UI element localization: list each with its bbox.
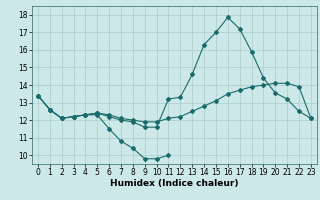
X-axis label: Humidex (Indice chaleur): Humidex (Indice chaleur) xyxy=(110,179,239,188)
